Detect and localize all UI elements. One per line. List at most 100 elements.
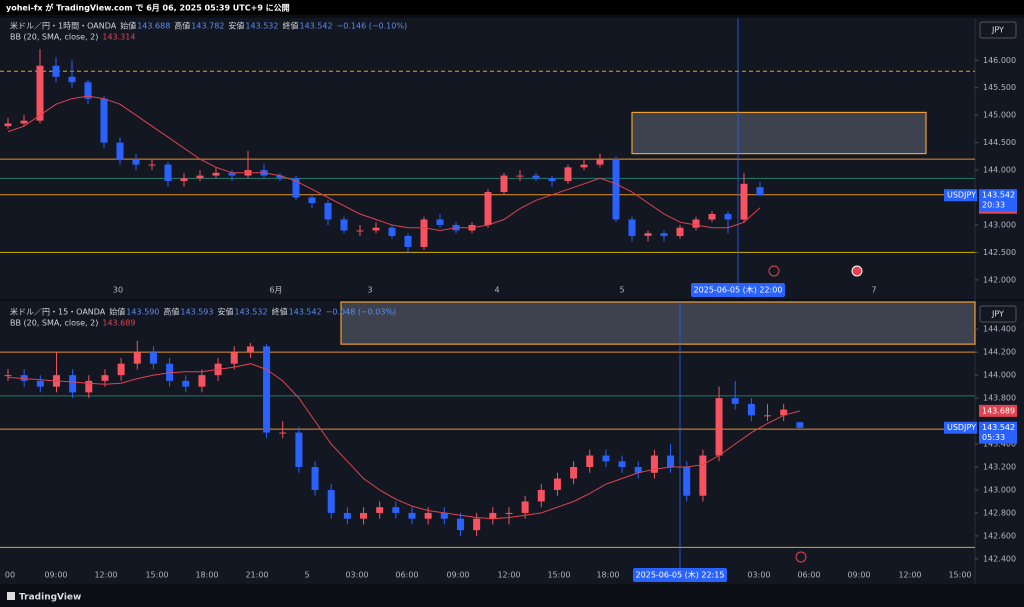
ohlc-value: 143.593 <box>180 308 213 317</box>
x-tick-label: 18:00 <box>195 571 218 580</box>
zone-box <box>631 111 927 155</box>
countdown-tag: 20:33 <box>982 201 1005 210</box>
last-price-tag-bg <box>979 421 1017 434</box>
candle-body <box>660 233 668 236</box>
candle-body <box>133 352 141 364</box>
bb-price-tag-bg <box>979 404 1017 417</box>
currency-label: JPY <box>991 310 1004 319</box>
ohlc-label: 安値 <box>217 307 233 317</box>
candle-body <box>230 352 238 364</box>
candle-body <box>473 518 481 531</box>
candle-body <box>436 219 444 225</box>
candle-body <box>724 214 732 220</box>
candle-body <box>36 65 44 121</box>
y-tick-label: 142.500 <box>983 248 1016 257</box>
x-tick-label: 30 <box>113 286 123 295</box>
x-tick-label: 5 <box>619 286 624 295</box>
ohlc-value: 143.688 <box>137 22 170 31</box>
x-tick-label: 18:00 <box>596 571 619 580</box>
crosshair-label-bg <box>691 283 785 297</box>
candle-body <box>570 467 578 479</box>
y-tick-label: 144.000 <box>983 371 1016 380</box>
candle-body <box>212 172 220 176</box>
ticker-tag-bg <box>944 421 977 434</box>
candle-body <box>699 455 707 496</box>
y-tick-label: 144.400 <box>983 325 1016 334</box>
candle-body <box>327 489 335 513</box>
candle-body <box>311 467 319 490</box>
bb-line <box>7 95 761 232</box>
candle-body <box>295 432 303 468</box>
candle-body <box>537 489 545 502</box>
x-tick-label: 12:00 <box>497 571 520 580</box>
candle-body <box>644 233 652 236</box>
y-tick-label: 142.400 <box>983 554 1016 563</box>
candle-body <box>456 518 464 531</box>
candle-body <box>149 352 157 364</box>
candle-body <box>196 175 204 179</box>
x-tick-label: 09:00 <box>446 571 469 580</box>
x-tick-label: 03:00 <box>747 571 770 580</box>
candle-body <box>324 203 332 220</box>
y-tick-label: 144.200 <box>983 348 1016 357</box>
candle-body <box>69 375 77 393</box>
indicator: BB (20, SMA, close, 2) <box>10 319 98 328</box>
candle-body <box>747 403 755 416</box>
ohlc-label: 始値 <box>120 21 136 31</box>
x-tick-label: 03:00 <box>345 571 368 580</box>
candle-body <box>164 164 172 182</box>
y-tick-label: 142.000 <box>983 275 1016 284</box>
x-tick-label: 15:00 <box>145 571 168 580</box>
candle-body <box>708 214 716 220</box>
event-icon[interactable] <box>768 265 780 277</box>
currency-button[interactable] <box>979 305 1017 323</box>
ohlc-value: 143.532 <box>245 22 278 31</box>
candle-body <box>484 192 492 225</box>
y-tick-label: 145.000 <box>983 111 1016 120</box>
candle-body <box>500 175 508 193</box>
candle-body <box>516 175 524 177</box>
candle-body <box>580 164 588 168</box>
x-tick-label: 09:00 <box>847 571 870 580</box>
x-tick-label: 12:00 <box>94 571 117 580</box>
candle-body <box>521 501 529 513</box>
last-price-tag: 143.542 <box>982 191 1015 200</box>
panel-bottom-bg <box>0 301 1024 584</box>
candle-body <box>392 507 400 513</box>
event-icon[interactable] <box>795 551 807 563</box>
candle-body <box>796 422 804 428</box>
y-tick-label: 143.400 <box>983 440 1016 449</box>
y-tick-label: 143.800 <box>983 394 1016 403</box>
candle-body <box>101 375 109 381</box>
currency-button[interactable] <box>979 21 1017 39</box>
candle-body <box>424 512 432 519</box>
indicator-value: 143.314 <box>102 33 135 42</box>
y-tick-label: 142.800 <box>983 508 1016 517</box>
indicator-value: 143.689 <box>102 319 135 328</box>
ohlc-label: 終値 <box>272 307 288 317</box>
top-bar <box>0 0 1024 15</box>
candle-body <box>116 142 124 160</box>
flag-icon[interactable] <box>851 265 863 277</box>
candle-body <box>612 159 620 220</box>
candle-body <box>182 380 190 387</box>
x-tick-label: 15:00 <box>547 571 570 580</box>
x-tick-label: 15:00 <box>948 571 971 580</box>
candle-body <box>85 380 93 393</box>
candle-body <box>740 183 748 220</box>
ohlc-label: 終値 <box>282 21 298 31</box>
candle-body <box>356 230 364 232</box>
x-tick-label: 06:00 <box>395 571 418 580</box>
candle-body <box>532 175 540 179</box>
candle-body <box>692 219 700 228</box>
ohlc-value: 143.542 <box>299 22 332 31</box>
candle-body <box>372 227 380 231</box>
symbol: 米ドル／円・1時間・OANDA <box>10 21 117 31</box>
y-tick-label: 142.600 <box>983 531 1016 540</box>
ohlc-value: 143.782 <box>191 22 224 31</box>
brand: TradingView <box>19 593 81 603</box>
candle-body <box>388 227 396 236</box>
candle-body <box>650 455 658 473</box>
symbol: 米ドル／円・15・OANDA <box>10 307 106 317</box>
